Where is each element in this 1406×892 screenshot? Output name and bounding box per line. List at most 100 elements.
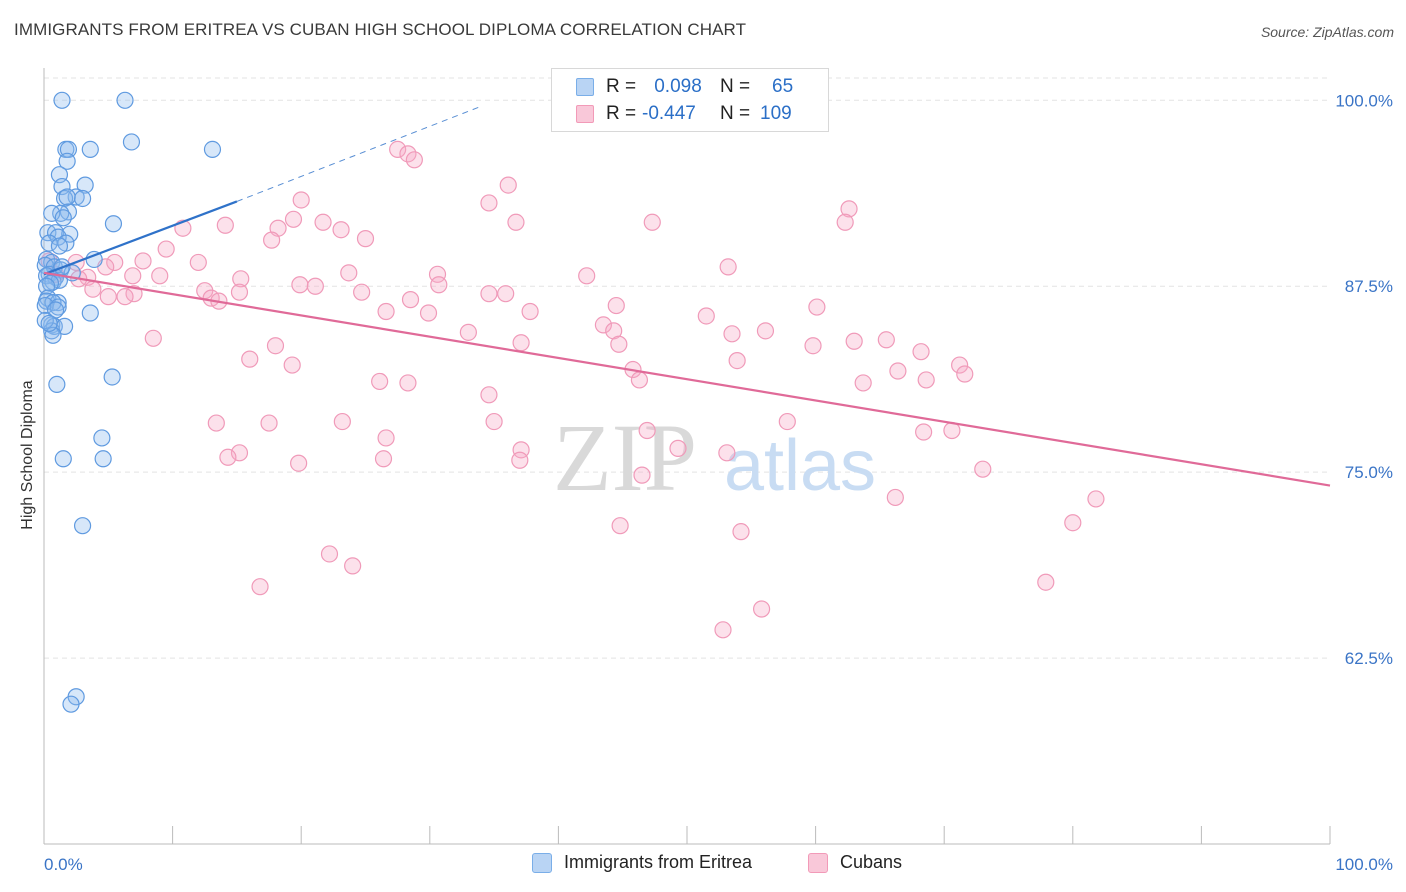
point-cubans bbox=[374, 450, 393, 468]
point-cubans bbox=[399, 145, 417, 163]
point-eritrea bbox=[58, 152, 76, 170]
point-cubans bbox=[219, 448, 237, 466]
y-tick-label: 75.0% bbox=[1345, 463, 1393, 482]
y-tick-label: 87.5% bbox=[1345, 277, 1393, 296]
point-eritrea bbox=[122, 133, 141, 151]
point-cubans bbox=[377, 429, 395, 447]
point-cubans bbox=[507, 213, 525, 231]
chart-source: Source: ZipAtlas.com bbox=[1260, 24, 1394, 40]
point-eritrea bbox=[36, 296, 54, 315]
point-cubans bbox=[157, 240, 175, 258]
point-cubans bbox=[714, 621, 732, 639]
point-cubans bbox=[718, 444, 736, 462]
legend-swatch-pink bbox=[808, 852, 828, 873]
legend-row-cubans: R = -0.447 N = 109 bbox=[576, 103, 792, 125]
point-cubans bbox=[207, 414, 225, 432]
point-eritrea bbox=[93, 429, 111, 447]
point-eritrea bbox=[81, 304, 99, 322]
point-cubans bbox=[499, 176, 517, 194]
point-eritrea bbox=[73, 189, 92, 208]
legend-r-value: -0.447 bbox=[642, 103, 696, 124]
point-cubans bbox=[314, 213, 332, 231]
point-cubans bbox=[756, 322, 775, 340]
grid-lines bbox=[44, 77, 1330, 659]
point-cubans bbox=[638, 421, 656, 440]
point-eritrea bbox=[53, 91, 71, 109]
point-cubans bbox=[728, 352, 746, 370]
point-cubans bbox=[291, 276, 309, 294]
point-cubans bbox=[251, 578, 269, 596]
point-cubans bbox=[512, 334, 530, 352]
point-eritrea bbox=[49, 298, 67, 316]
point-cubans bbox=[290, 454, 308, 472]
trend-line-eritrea-extension bbox=[236, 105, 482, 202]
point-eritrea bbox=[81, 140, 99, 158]
point-cubans bbox=[854, 374, 872, 392]
point-cubans bbox=[956, 365, 974, 383]
point-cubans bbox=[594, 316, 613, 334]
point-cubans bbox=[840, 200, 858, 218]
point-cubans bbox=[697, 307, 715, 325]
x-tick-label-max: 100.0% bbox=[1335, 855, 1393, 874]
point-cubans bbox=[377, 302, 395, 321]
legend-r-label: R = bbox=[606, 76, 637, 97]
watermark-zip: ZIP bbox=[553, 404, 697, 511]
point-cubans bbox=[124, 267, 142, 285]
point-cubans bbox=[845, 332, 863, 350]
point-cubans bbox=[633, 466, 651, 484]
point-eritrea bbox=[40, 234, 58, 252]
point-cubans bbox=[611, 517, 629, 535]
point-cubans bbox=[719, 258, 737, 276]
legend-row-eritrea: R = 0.098 N = 65 bbox=[576, 76, 793, 98]
point-eritrea bbox=[48, 375, 66, 393]
point-cubans bbox=[497, 285, 515, 303]
point-eritrea bbox=[103, 368, 121, 386]
legend-swatch-blue bbox=[576, 78, 594, 96]
point-cubans bbox=[808, 298, 826, 316]
point-cubans bbox=[340, 264, 358, 282]
point-cubans bbox=[241, 350, 259, 368]
point-cubans bbox=[99, 288, 117, 306]
series-cubans-points bbox=[40, 140, 1105, 639]
y-tick-label: 62.5% bbox=[1345, 649, 1393, 668]
point-eritrea bbox=[62, 695, 80, 713]
point-cubans bbox=[480, 386, 498, 404]
point-cubans bbox=[643, 213, 661, 231]
point-cubans bbox=[578, 267, 596, 285]
point-cubans bbox=[511, 451, 529, 469]
point-cubans bbox=[230, 283, 249, 301]
point-eritrea bbox=[94, 450, 112, 468]
point-cubans bbox=[778, 412, 796, 431]
point-cubans bbox=[356, 230, 375, 248]
legend-item-eritrea: Immigrants from Eritrea bbox=[532, 852, 752, 873]
y-tick-label: 100.0% bbox=[1335, 91, 1393, 110]
point-eritrea bbox=[58, 188, 76, 206]
watermark-atlas: atlas bbox=[724, 426, 876, 506]
point-cubans bbox=[134, 252, 152, 270]
point-cubans bbox=[430, 276, 448, 294]
point-cubans bbox=[485, 412, 503, 431]
axes bbox=[43, 68, 1331, 845]
point-cubans bbox=[804, 337, 822, 355]
point-eritrea bbox=[54, 450, 72, 468]
point-eritrea bbox=[54, 209, 72, 227]
point-cubans bbox=[266, 337, 285, 355]
point-cubans bbox=[232, 270, 250, 288]
point-cubans bbox=[951, 356, 969, 374]
point-cubans bbox=[292, 191, 310, 209]
point-cubans bbox=[344, 557, 362, 575]
point-cubans bbox=[419, 304, 438, 322]
stats-legend: R = 0.098 N = 65 R = -0.447 N = 109 bbox=[551, 68, 829, 132]
trend-lines bbox=[43, 105, 1331, 487]
point-cubans bbox=[333, 412, 351, 431]
legend-n-value: 109 bbox=[760, 103, 792, 124]
legend-n-label: N = bbox=[720, 76, 751, 97]
chart-title: IMMIGRANTS FROM ERITREA VS CUBAN HIGH SC… bbox=[14, 20, 747, 39]
point-cubans bbox=[144, 329, 162, 347]
point-cubans bbox=[260, 414, 278, 432]
point-cubans bbox=[480, 285, 498, 303]
point-cubans bbox=[915, 423, 933, 441]
point-cubans bbox=[889, 362, 907, 380]
point-cubans bbox=[401, 291, 420, 309]
